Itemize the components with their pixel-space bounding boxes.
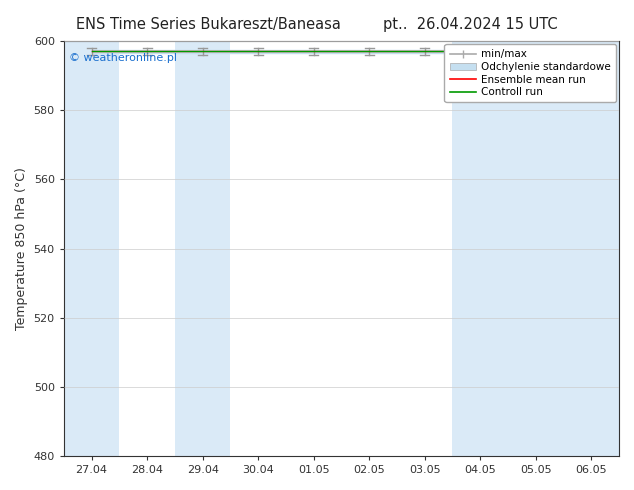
Y-axis label: Temperature 850 hPa (°C): Temperature 850 hPa (°C) <box>15 167 28 330</box>
Bar <box>175 41 230 456</box>
Text: pt..  26.04.2024 15 UTC: pt.. 26.04.2024 15 UTC <box>384 17 558 32</box>
Text: © weatheronline.pl: © weatheronline.pl <box>69 53 178 64</box>
Bar <box>453 41 619 456</box>
Text: ENS Time Series Bukareszt/Baneasa: ENS Time Series Bukareszt/Baneasa <box>76 17 341 32</box>
Bar <box>64 41 119 456</box>
Legend: min/max, Odchylenie standardowe, Ensemble mean run, Controll run: min/max, Odchylenie standardowe, Ensembl… <box>444 44 616 102</box>
